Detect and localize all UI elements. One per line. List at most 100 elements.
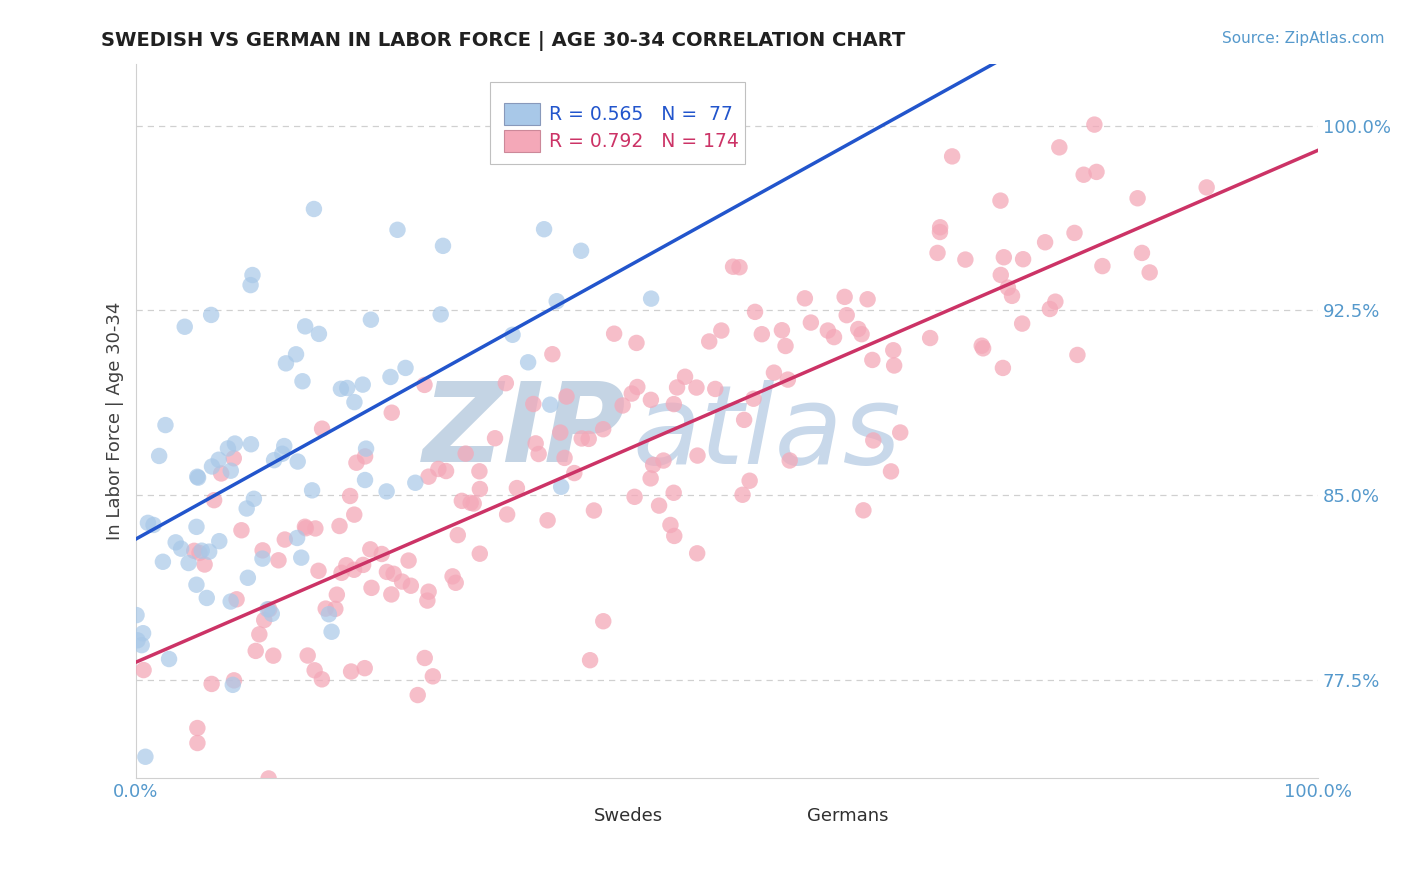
Point xyxy=(1139,265,1161,279)
Text: Source: ZipAtlas.com: Source: ZipAtlas.com xyxy=(1222,31,1385,46)
Point xyxy=(927,246,949,260)
Point xyxy=(413,378,436,392)
Point xyxy=(328,519,350,533)
Point xyxy=(195,591,218,605)
Point xyxy=(208,452,231,467)
Y-axis label: In Labor Force | Age 30-34: In Labor Force | Age 30-34 xyxy=(107,301,124,541)
Point xyxy=(993,250,1015,264)
Point xyxy=(662,397,685,411)
Point xyxy=(460,496,482,510)
Point xyxy=(468,464,491,478)
Point xyxy=(239,278,262,293)
Point xyxy=(340,665,363,679)
Point xyxy=(697,334,720,349)
Point xyxy=(592,422,614,436)
Point xyxy=(434,464,457,478)
Point xyxy=(612,399,634,413)
Point xyxy=(1063,226,1085,240)
Point xyxy=(346,456,368,470)
Point xyxy=(970,339,993,353)
Point xyxy=(776,373,799,387)
Point xyxy=(955,252,977,267)
Point xyxy=(329,382,352,396)
Point xyxy=(721,260,744,274)
Point xyxy=(686,449,709,463)
Point xyxy=(177,556,200,570)
Point xyxy=(450,493,472,508)
Point xyxy=(222,673,245,688)
Point xyxy=(502,327,524,342)
Point xyxy=(416,593,439,607)
Point xyxy=(165,535,187,549)
Point xyxy=(170,541,193,556)
Point xyxy=(127,633,149,648)
Point xyxy=(260,607,283,621)
Point xyxy=(222,451,245,466)
Point xyxy=(186,721,208,735)
Point xyxy=(1012,252,1035,267)
Point xyxy=(202,493,225,508)
Point xyxy=(862,434,884,448)
Point xyxy=(132,663,155,677)
Point xyxy=(920,331,942,345)
Point xyxy=(302,202,325,216)
Point xyxy=(550,480,572,494)
Point xyxy=(860,353,883,368)
Point xyxy=(380,370,402,384)
Point xyxy=(562,466,585,480)
Point xyxy=(1047,140,1070,154)
Point xyxy=(380,587,402,601)
Point xyxy=(330,566,353,580)
Point xyxy=(793,291,815,305)
Point xyxy=(183,544,205,558)
Point xyxy=(522,397,544,411)
Point xyxy=(294,520,316,534)
Point xyxy=(834,290,856,304)
Point xyxy=(626,380,648,394)
Point xyxy=(685,380,707,394)
Point xyxy=(770,323,793,337)
Text: SWEDISH VS GERMAN IN LABOR FORCE | AGE 30-34 CORRELATION CHART: SWEDISH VS GERMAN IN LABOR FORCE | AGE 3… xyxy=(101,31,905,51)
Point xyxy=(273,439,295,453)
Point xyxy=(245,644,267,658)
Point xyxy=(274,533,297,547)
Point xyxy=(219,464,242,478)
Point xyxy=(336,381,359,395)
Text: R = 0.792   N = 174: R = 0.792 N = 174 xyxy=(550,132,740,151)
Point xyxy=(579,653,602,667)
Point xyxy=(325,602,347,616)
Point xyxy=(142,518,165,533)
Point xyxy=(454,447,477,461)
Point xyxy=(375,565,398,579)
Point xyxy=(295,521,318,535)
Point xyxy=(517,355,540,369)
FancyBboxPatch shape xyxy=(766,807,799,824)
Point xyxy=(666,380,689,394)
Point xyxy=(648,499,671,513)
Point xyxy=(339,489,361,503)
Point xyxy=(733,413,755,427)
Point xyxy=(554,450,576,465)
Point xyxy=(360,312,382,326)
Point xyxy=(541,347,564,361)
Point xyxy=(418,584,440,599)
Point xyxy=(882,343,904,358)
Point xyxy=(186,736,208,750)
Point xyxy=(256,602,278,616)
Point xyxy=(274,356,297,370)
Point xyxy=(311,422,333,436)
Point xyxy=(422,669,444,683)
Point xyxy=(731,488,754,502)
Point xyxy=(318,607,340,622)
Point xyxy=(406,688,429,702)
Point xyxy=(991,360,1014,375)
Point xyxy=(343,508,366,522)
Point xyxy=(484,431,506,445)
Point xyxy=(418,469,440,483)
Point xyxy=(311,673,333,687)
Point xyxy=(662,485,685,500)
Point xyxy=(381,406,404,420)
Point xyxy=(335,558,357,573)
Point xyxy=(152,555,174,569)
Point xyxy=(371,547,394,561)
